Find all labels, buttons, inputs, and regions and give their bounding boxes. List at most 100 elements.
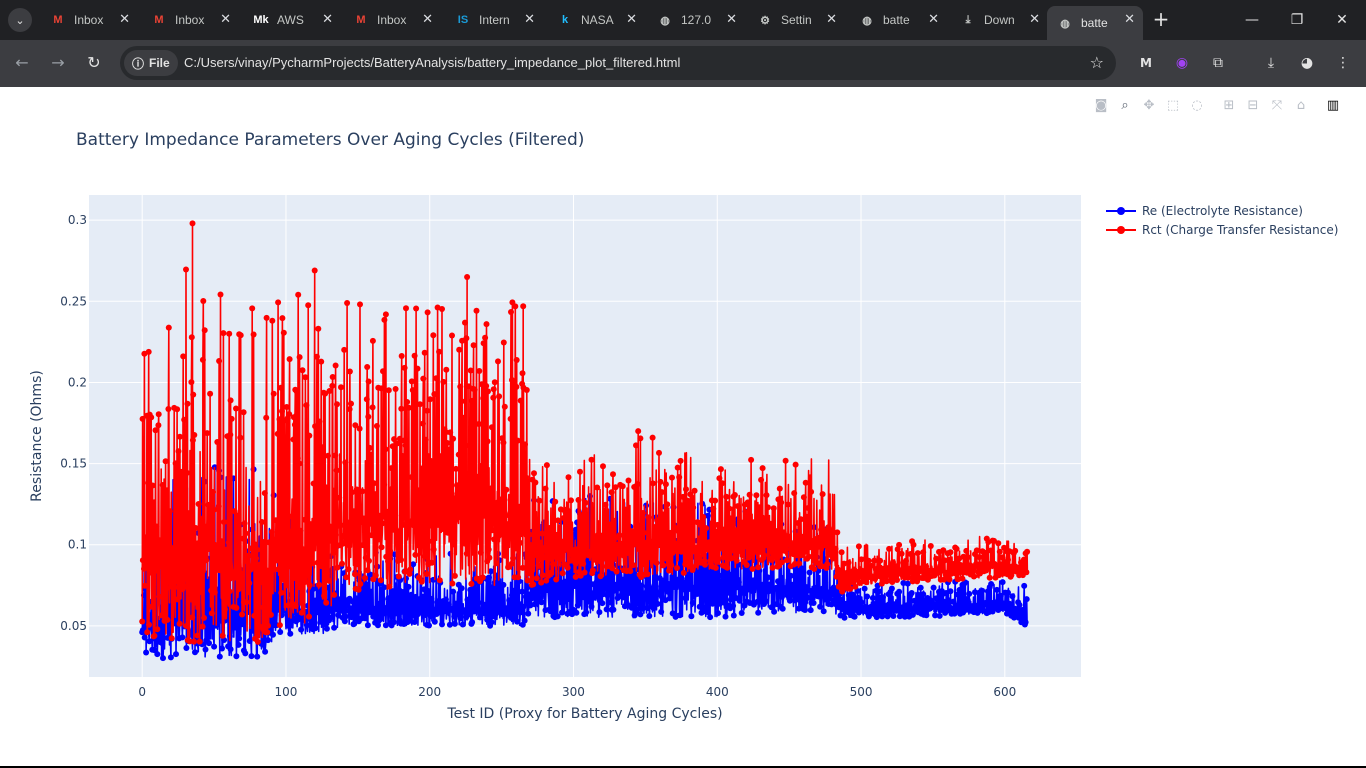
zoom-out-icon[interactable]: ⊟: [1247, 98, 1259, 113]
restore-button[interactable]: ❐: [1285, 8, 1309, 32]
rct-marker: [319, 444, 326, 451]
rct-marker: [430, 332, 437, 339]
re-marker: [771, 608, 778, 615]
browser-tab[interactable]: M Inbox ✕: [343, 6, 441, 34]
tab-close-icon[interactable]: ✕: [826, 11, 837, 26]
reload-button[interactable]: ↻: [81, 50, 107, 76]
box-select-icon[interactable]: ⬚: [1166, 98, 1180, 113]
zoom-icon[interactable]: ⌕: [1121, 98, 1129, 113]
y-axis-label: Resistance (Ohms): [29, 370, 45, 502]
rct-marker: [963, 547, 970, 554]
rct-marker: [149, 482, 156, 489]
site-info-chip[interactable]: ⓘ File: [124, 50, 178, 76]
rct-marker: [515, 574, 522, 581]
rct-marker: [970, 573, 977, 580]
rct-marker: [724, 564, 731, 571]
rct-marker: [720, 554, 727, 561]
tab-close-icon[interactable]: ✕: [726, 11, 737, 26]
browser-tab[interactable]: M Inbox ✕: [40, 6, 138, 34]
tab-close-icon[interactable]: ✕: [322, 11, 333, 26]
browser-tab[interactable]: M Inbox ✕: [141, 6, 239, 34]
rct-marker: [320, 498, 327, 505]
medium-extension-icon[interactable]: M: [1140, 56, 1152, 70]
rct-marker: [184, 469, 191, 476]
close-window-button[interactable]: ✕: [1330, 8, 1354, 32]
extensions-puzzle-icon[interactable]: ⧉: [1213, 55, 1223, 71]
rct-marker: [439, 306, 445, 312]
rct-marker: [335, 522, 342, 529]
tab-close-icon[interactable]: ✕: [1124, 11, 1135, 26]
url-text[interactable]: C:/Users/vinay/PycharmProjects/BatteryAn…: [184, 55, 681, 70]
rct-marker: [868, 562, 875, 569]
rct-marker: [696, 554, 703, 561]
re-marker: [311, 619, 318, 626]
bookmark-star-icon[interactable]: ☆: [1089, 53, 1104, 72]
rct-marker: [693, 562, 700, 568]
rct-marker: [155, 411, 162, 418]
zoom-in-icon[interactable]: ⊞: [1223, 98, 1235, 113]
re-marker: [287, 630, 294, 637]
reset-axes-home-icon[interactable]: ⌂: [1296, 98, 1306, 113]
extension-purple-icon[interactable]: ◉: [1175, 55, 1189, 71]
re-marker: [487, 568, 494, 575]
minimize-button[interactable]: —: [1240, 8, 1264, 32]
rct-marker: [560, 515, 567, 521]
back-button[interactable]: ←: [9, 50, 35, 76]
tab-close-icon[interactable]: ✕: [119, 11, 130, 26]
browser-tab[interactable]: ⤓ Down ✕: [950, 6, 1048, 34]
rct-marker: [325, 452, 331, 459]
tab-close-icon[interactable]: ✕: [928, 11, 939, 26]
tab-close-icon[interactable]: ✕: [626, 11, 637, 26]
tab-search-button[interactable]: ⌄: [8, 8, 32, 32]
browser-tab[interactable]: ⚙ Settin ✕: [747, 6, 845, 34]
rct-marker: [227, 397, 234, 404]
rct-marker: [195, 501, 202, 507]
tab-close-icon[interactable]: ✕: [1029, 11, 1040, 26]
re-marker: [886, 608, 893, 615]
browser-tab[interactable]: k NASA ✕: [547, 6, 645, 34]
browser-tab[interactable]: IS Intern ✕: [445, 6, 543, 34]
rct-marker: [602, 501, 609, 508]
forward-button[interactable]: →: [45, 50, 71, 76]
new-tab-button[interactable]: +: [1152, 7, 1170, 31]
autoscale-icon[interactable]: ⤧: [1271, 98, 1283, 113]
rct-marker: [791, 490, 798, 497]
lasso-select-icon[interactable]: ◌: [1191, 98, 1203, 113]
rct-marker: [999, 554, 1006, 561]
re-marker: [665, 581, 672, 587]
rct-marker: [156, 593, 163, 600]
tab-close-icon[interactable]: ✕: [422, 11, 433, 26]
reload-icon: ↻: [87, 53, 101, 72]
chart-legend: Re (Electrolyte Resistance) Rct (Charge …: [1106, 201, 1338, 239]
tab-close-icon[interactable]: ✕: [220, 11, 231, 26]
tab-close-icon[interactable]: ✕: [524, 11, 535, 26]
legend-item-re[interactable]: Re (Electrolyte Resistance): [1106, 201, 1338, 220]
tab-bar: ⌄ M Inbox ✕ M Inbox ✕ Mk AWS ✕ M Inbox ✕ IS Intern ✕ k N…: [0, 0, 1366, 40]
rct-marker: [779, 542, 786, 549]
browser-tab[interactable]: ◍ 127.0 ✕: [647, 6, 745, 34]
pan-icon[interactable]: ✥: [1143, 98, 1155, 113]
profile-avatar-icon[interactable]: ◕: [1300, 55, 1314, 71]
rct-marker: [145, 348, 152, 355]
plotly-logo-icon[interactable]: ▥: [1326, 98, 1340, 113]
rct-marker: [933, 555, 940, 562]
browser-menu-icon[interactable]: ⋮: [1336, 55, 1350, 71]
browser-tab[interactable]: ◍ batte ✕: [849, 6, 947, 34]
rct-marker: [723, 493, 730, 500]
re-marker: [574, 602, 581, 609]
re-marker: [650, 605, 657, 612]
re-marker: [806, 569, 813, 576]
legend-item-rct[interactable]: Rct (Charge Transfer Resistance): [1106, 220, 1338, 239]
rct-marker: [442, 429, 449, 436]
rct-marker: [290, 436, 297, 443]
rct-marker: [275, 566, 282, 573]
re-marker: [154, 651, 161, 658]
camera-icon[interactable]: ◙: [1094, 98, 1108, 113]
rct-marker: [447, 530, 454, 537]
rct-marker: [151, 632, 158, 639]
browser-tab[interactable]: ◍ batte ✕: [1047, 6, 1143, 40]
address-bar[interactable]: ⓘ File C:/Users/vinay/PycharmProjects/Ba…: [120, 46, 1116, 80]
browser-tab[interactable]: Mk AWS ✕: [243, 6, 341, 34]
downloads-icon[interactable]: ⤓: [1267, 55, 1275, 71]
rct-marker: [392, 526, 399, 533]
